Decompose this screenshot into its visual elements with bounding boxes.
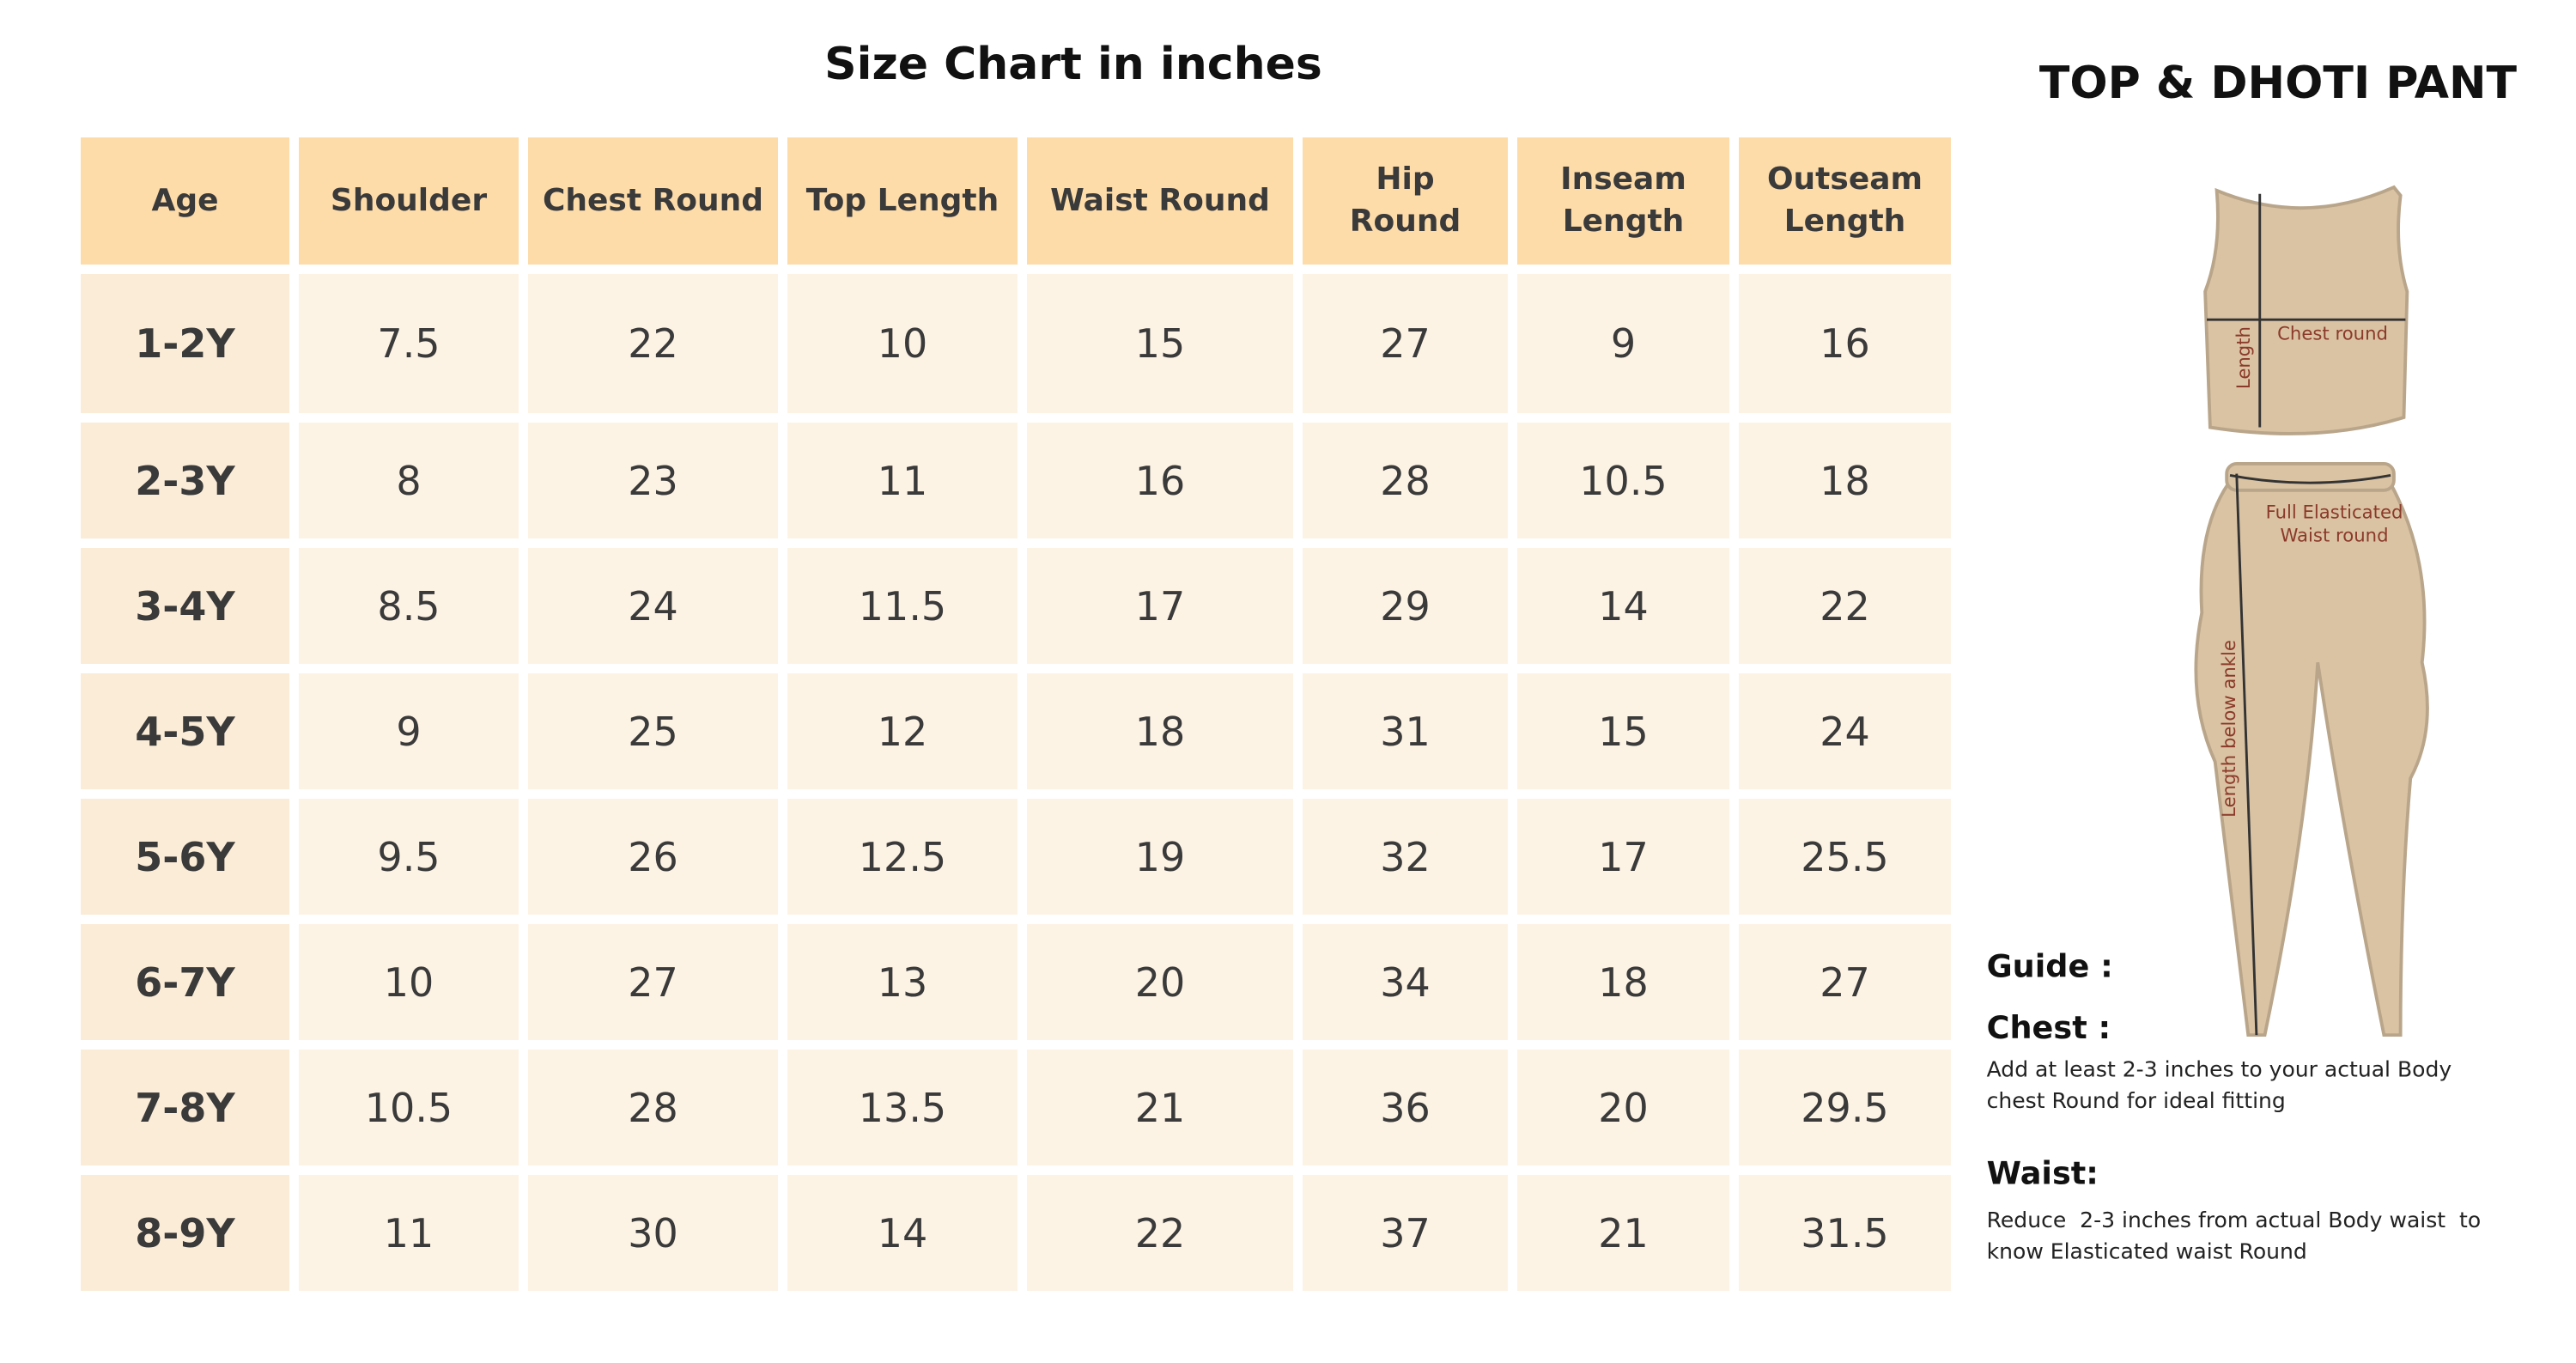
- size-table: Age Shoulder Chest Round Top Length Waist Ro…: [81, 137, 1951, 1291]
- value-cell: 31: [1303, 673, 1508, 789]
- value-cell: 30: [528, 1175, 778, 1291]
- chest-text: chest Round for ideal fitting: [1987, 1088, 2286, 1113]
- value-cell: 20: [1027, 924, 1293, 1040]
- value-cell: 36: [1303, 1050, 1508, 1165]
- side-title: TOP & DHOTI PANT: [2039, 58, 2518, 109]
- value-cell: 10.5: [299, 1050, 519, 1165]
- value-cell: 23: [528, 423, 778, 539]
- value-cell: 17: [1027, 548, 1293, 664]
- value-cell: 14: [787, 1175, 1018, 1291]
- age-cell: 8-9Y: [81, 1175, 289, 1291]
- value-cell: 9: [1517, 274, 1729, 413]
- header-cell: Shoulder: [299, 137, 519, 265]
- value-cell: 9: [299, 673, 519, 789]
- chart-title: Size Chart in inches: [824, 39, 1322, 90]
- value-cell: 28: [528, 1050, 778, 1165]
- value-cell: 26: [528, 799, 778, 915]
- value-cell: 27: [528, 924, 778, 1040]
- length-below-ankle-label: Length below ankle: [2218, 640, 2239, 818]
- value-cell: 25: [528, 673, 778, 789]
- length-label: Length: [2233, 326, 2254, 389]
- waist-title: Waist:: [1987, 1155, 2099, 1192]
- value-cell: 13.5: [787, 1050, 1018, 1165]
- age-cell: 2-3Y: [81, 423, 289, 539]
- value-cell: 9.5: [299, 799, 519, 915]
- header-cell: Waist Round: [1027, 137, 1293, 265]
- age-cell: 1-2Y: [81, 274, 289, 413]
- age-cell: 5-6Y: [81, 799, 289, 915]
- value-cell: 16: [1739, 274, 1951, 413]
- pant-illustration: [2194, 462, 2429, 1037]
- header-cell: Age: [81, 137, 289, 265]
- value-cell: 25.5: [1739, 799, 1951, 915]
- value-cell: 27: [1739, 924, 1951, 1040]
- value-cell: 31.5: [1739, 1175, 1951, 1291]
- value-cell: 11: [787, 423, 1018, 539]
- chest-round-label: Chest round: [2277, 322, 2388, 344]
- header-cell: Outseam Length: [1739, 137, 1951, 265]
- value-cell: 18: [1027, 673, 1293, 789]
- value-cell: 16: [1027, 423, 1293, 539]
- value-cell: 15: [1517, 673, 1729, 789]
- waist-label: Waist round: [2280, 525, 2388, 546]
- value-cell: 14: [1517, 548, 1729, 664]
- value-cell: 18: [1739, 423, 1951, 539]
- value-cell: 22: [528, 274, 778, 413]
- age-cell: 4-5Y: [81, 673, 289, 789]
- value-cell: 10: [787, 274, 1018, 413]
- value-cell: 12.5: [787, 799, 1018, 915]
- value-cell: 12: [787, 673, 1018, 789]
- value-cell: 20: [1517, 1050, 1729, 1165]
- top-illustration: [2203, 185, 2409, 435]
- value-cell: 22: [1739, 548, 1951, 664]
- chest-text: Add at least 2-3 inches to your actual B…: [1987, 1056, 2452, 1081]
- header-cell: Top Length: [787, 137, 1018, 265]
- value-cell: 29.5: [1739, 1050, 1951, 1165]
- value-cell: 24: [1739, 673, 1951, 789]
- value-cell: 15: [1027, 274, 1293, 413]
- value-cell: 11: [299, 1175, 519, 1291]
- age-cell: 6-7Y: [81, 924, 289, 1040]
- value-cell: 32: [1303, 799, 1508, 915]
- value-cell: 27: [1303, 274, 1508, 413]
- value-cell: 13: [787, 924, 1018, 1040]
- header-cell: Hip Round: [1303, 137, 1508, 265]
- waist-text: Reduce 2-3 inches from actual Body waist…: [1987, 1208, 2482, 1232]
- header-cell: Chest Round: [528, 137, 778, 265]
- waist-label: Full Elasticated: [2266, 502, 2403, 523]
- value-cell: 24: [528, 548, 778, 664]
- value-cell: 8: [299, 423, 519, 539]
- guide-title: Guide :: [1987, 948, 2113, 985]
- age-cell: 7-8Y: [81, 1050, 289, 1165]
- value-cell: 19: [1027, 799, 1293, 915]
- value-cell: 21: [1027, 1050, 1293, 1165]
- value-cell: 10.5: [1517, 423, 1729, 539]
- value-cell: 11.5: [787, 548, 1018, 664]
- value-cell: 18: [1517, 924, 1729, 1040]
- value-cell: 21: [1517, 1175, 1729, 1291]
- waist-text: know Elasticated waist Round: [1987, 1238, 2307, 1263]
- value-cell: 29: [1303, 548, 1508, 664]
- value-cell: 17: [1517, 799, 1729, 915]
- age-cell: 3-4Y: [81, 548, 289, 664]
- value-cell: 10: [299, 924, 519, 1040]
- value-cell: 7.5: [299, 274, 519, 413]
- value-cell: 37: [1303, 1175, 1508, 1291]
- value-cell: 34: [1303, 924, 1508, 1040]
- chest-title: Chest :: [1987, 1009, 2111, 1046]
- value-cell: 28: [1303, 423, 1508, 539]
- header-cell: Inseam Length: [1517, 137, 1729, 265]
- value-cell: 8.5: [299, 548, 519, 664]
- value-cell: 22: [1027, 1175, 1293, 1291]
